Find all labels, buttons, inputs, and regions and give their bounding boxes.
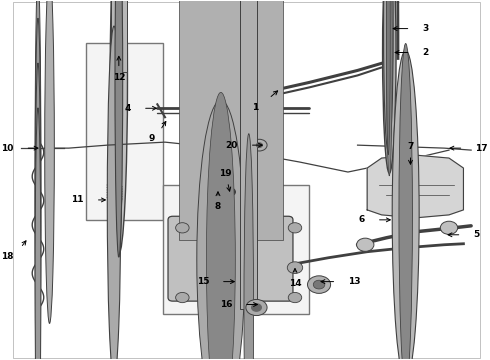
Text: 14: 14 bbox=[289, 279, 301, 288]
Ellipse shape bbox=[206, 92, 235, 360]
Ellipse shape bbox=[387, 0, 390, 155]
Text: 19: 19 bbox=[220, 169, 232, 178]
Circle shape bbox=[252, 304, 261, 311]
Text: 3: 3 bbox=[422, 24, 429, 33]
Ellipse shape bbox=[107, 26, 121, 360]
Text: 7: 7 bbox=[407, 142, 414, 151]
Polygon shape bbox=[367, 155, 464, 218]
Text: 20: 20 bbox=[225, 141, 238, 150]
Ellipse shape bbox=[399, 44, 413, 360]
Circle shape bbox=[175, 292, 189, 303]
Circle shape bbox=[256, 143, 262, 147]
Text: 1: 1 bbox=[252, 103, 259, 112]
Ellipse shape bbox=[115, 0, 122, 257]
Ellipse shape bbox=[384, 0, 393, 153]
Ellipse shape bbox=[197, 100, 245, 360]
Ellipse shape bbox=[383, 0, 396, 173]
Ellipse shape bbox=[45, 0, 54, 323]
Ellipse shape bbox=[35, 0, 41, 332]
Text: 8: 8 bbox=[215, 202, 221, 211]
Text: 6: 6 bbox=[359, 215, 365, 224]
Text: 2: 2 bbox=[422, 48, 429, 57]
Circle shape bbox=[441, 221, 458, 234]
Text: 4: 4 bbox=[125, 104, 131, 113]
Circle shape bbox=[226, 188, 235, 195]
Text: 9: 9 bbox=[148, 135, 154, 144]
Text: 17: 17 bbox=[475, 144, 488, 153]
Circle shape bbox=[252, 139, 267, 151]
Circle shape bbox=[313, 280, 325, 289]
Bar bbox=[179, 0, 283, 240]
Circle shape bbox=[288, 223, 302, 233]
Ellipse shape bbox=[392, 50, 419, 360]
Circle shape bbox=[288, 292, 302, 303]
Text: 10: 10 bbox=[1, 144, 14, 153]
Bar bbox=[240, 0, 257, 310]
Circle shape bbox=[287, 262, 303, 274]
Text: 16: 16 bbox=[220, 300, 232, 309]
Text: 13: 13 bbox=[348, 277, 361, 286]
Ellipse shape bbox=[35, 63, 41, 360]
Bar bbox=[86, 42, 163, 220]
FancyBboxPatch shape bbox=[168, 216, 293, 301]
Ellipse shape bbox=[35, 18, 41, 360]
Ellipse shape bbox=[110, 0, 127, 254]
Text: 11: 11 bbox=[72, 195, 84, 204]
Text: 5: 5 bbox=[473, 230, 480, 239]
Text: 12: 12 bbox=[113, 73, 125, 82]
Circle shape bbox=[246, 300, 267, 316]
Bar bbox=[111, 0, 126, 72]
Text: 15: 15 bbox=[196, 277, 209, 286]
Ellipse shape bbox=[244, 134, 254, 360]
Circle shape bbox=[308, 276, 331, 293]
Ellipse shape bbox=[387, 0, 392, 176]
Ellipse shape bbox=[35, 108, 41, 360]
Circle shape bbox=[175, 223, 189, 233]
Circle shape bbox=[357, 238, 374, 251]
Text: 18: 18 bbox=[1, 252, 14, 261]
Bar bbox=[163, 185, 309, 315]
